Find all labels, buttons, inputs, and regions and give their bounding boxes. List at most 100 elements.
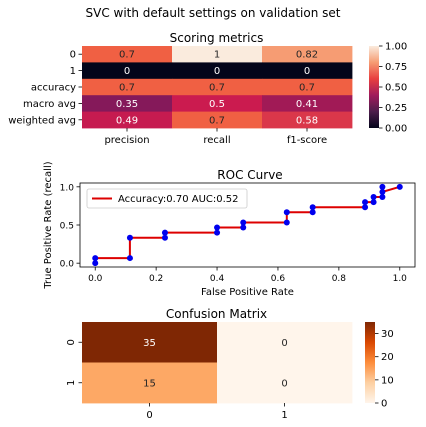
roc-ytick-label: 0.0: [60, 260, 75, 270]
heatmap-cell-label: 0.58: [296, 115, 318, 126]
roc-legend: Accuracy:0.70 AUC:0.52: [86, 188, 248, 209]
colorbar-tick-label: 0: [381, 399, 387, 410]
col-label: 0: [146, 410, 152, 421]
heatmap-cell: [217, 322, 353, 363]
row-label: macro avg: [23, 99, 76, 110]
roc-point: [126, 234, 133, 241]
roc-point: [161, 234, 168, 241]
heatmap-cell-label: 0.7: [119, 50, 135, 61]
roc-point: [309, 204, 316, 211]
colorbar-tick-label: 20: [381, 352, 394, 363]
colorbar-tick-label: 30: [381, 329, 394, 340]
heatmap-cell-label: 0.41: [296, 99, 318, 110]
roc-ylabel: True Positive Rate (recall): [43, 161, 54, 289]
roc-xtick-label: 0.6: [271, 274, 286, 284]
roc-point: [362, 204, 369, 211]
heatmap-cell-label: 0: [214, 66, 220, 77]
heatmap-cell: [82, 78, 173, 96]
heatmap-cell: [262, 62, 353, 80]
heatmap-cell: [172, 95, 263, 112]
heatmap-cell: [82, 362, 218, 404]
heatmap-cell: [82, 46, 173, 63]
roc-point: [396, 183, 403, 190]
heatmap-cell-label: 15: [143, 378, 156, 389]
heatmap-cell: [217, 362, 353, 404]
confusion-matrix-panel: Confusion Matrix 35 0 15 0 0 1 0 1 0 10 20 30: [66, 307, 394, 421]
roc-xtick-label: 0.4: [210, 274, 225, 284]
roc-point: [92, 260, 99, 267]
row-label: 0: [66, 339, 77, 345]
confusion-title: Confusion Matrix: [166, 307, 267, 321]
roc-point: [161, 229, 168, 236]
heatmap-cell: [82, 95, 173, 112]
roc-point: [370, 199, 377, 206]
heatmap-cell: [172, 111, 263, 129]
scoring-metrics-title: Scoring metrics: [170, 31, 264, 45]
heatmap-cell: [262, 95, 353, 112]
heatmap-cell: [82, 322, 218, 363]
col-label: recall: [203, 135, 230, 146]
colorbar-tick-label: 0.00: [385, 124, 407, 135]
heatmap-cell: [172, 62, 263, 80]
heatmap-cell-label: 0: [281, 338, 287, 349]
row-label: 0: [70, 50, 76, 61]
heatmap-cell: [82, 111, 173, 129]
roc-point: [214, 224, 221, 231]
roc-legend-box: [86, 188, 248, 209]
row-label: accuracy: [31, 83, 76, 94]
col-label: 1: [281, 410, 287, 421]
heatmap-cell-label: 35: [143, 338, 156, 349]
col-label: f1-score: [287, 135, 327, 146]
roc-point: [379, 193, 386, 200]
roc-title: ROC Curve: [217, 168, 282, 182]
roc-xtick-label: 0.2: [149, 274, 163, 284]
colorbar-tick-label: 0.25: [385, 103, 407, 114]
heatmap-cell: [172, 46, 263, 63]
heatmap-cell: [262, 46, 353, 63]
roc-legend-label: Accuracy:0.70 AUC:0.52: [118, 194, 239, 205]
roc-point: [379, 188, 386, 195]
heatmap-cell-label: 0.35: [116, 99, 138, 110]
row-label: 1: [66, 380, 77, 386]
heatmap-cell-label: 0.7: [209, 83, 225, 94]
row-label: 1: [70, 66, 76, 77]
heatmap-cell-label: 0.5: [209, 99, 225, 110]
confusion-colorbar: [365, 322, 375, 403]
colorbar-tick-label: 10: [381, 375, 394, 386]
suptitle: SVC with default settings on validation …: [86, 6, 341, 20]
roc-point: [379, 183, 386, 190]
scoring-metrics-panel: Scoring metrics 0.7 1 0.82 0 0 0 0.7 0.7 0.7 0.35…: [8, 31, 407, 146]
heatmap-cell-label: 0.82: [296, 50, 318, 61]
col-label: precision: [104, 135, 149, 146]
heatmap-cell-label: 0.7: [209, 115, 225, 126]
roc-point: [309, 209, 316, 216]
roc-point: [92, 255, 99, 262]
heatmap-cell-label: 0.7: [119, 83, 135, 94]
roc-point: [370, 193, 377, 200]
roc-xtick-label: 0.8: [332, 274, 347, 284]
roc-xtick-label: 0.0: [88, 274, 103, 284]
roc-curve-panel: ROC Curve 0.0 0.2 0.4 0.6 0.8 1.0 0.0 0.5 1.0 Ac…: [43, 161, 416, 298]
roc-point: [362, 199, 369, 206]
roc-point: [126, 255, 133, 262]
heatmap-cell-label: 0: [281, 378, 287, 389]
heatmap-cell: [262, 78, 353, 96]
roc-point: [240, 219, 247, 226]
roc-ytick-label: 1.0: [60, 183, 75, 193]
roc-xlabel: False Positive Rate: [201, 287, 294, 298]
roc-point: [214, 229, 221, 236]
heatmap-cell-label: 0.7: [299, 83, 315, 94]
heatmap-cell-label: 1: [214, 50, 220, 61]
scoring-colorbar: [369, 46, 379, 128]
heatmap-cell: [172, 78, 263, 96]
roc-ytick-label: 0.5: [60, 222, 74, 232]
heatmap-cell-label: 0.49: [116, 115, 138, 126]
heatmap-cell: [262, 111, 353, 129]
row-label: weighted avg: [8, 115, 76, 126]
heatmap-cell-label: 0: [304, 66, 310, 77]
roc-point: [283, 219, 290, 226]
colorbar-tick-label: 0.50: [385, 83, 407, 94]
heatmap-cell: [82, 62, 173, 80]
colorbar-tick-label: 1.00: [385, 42, 407, 53]
